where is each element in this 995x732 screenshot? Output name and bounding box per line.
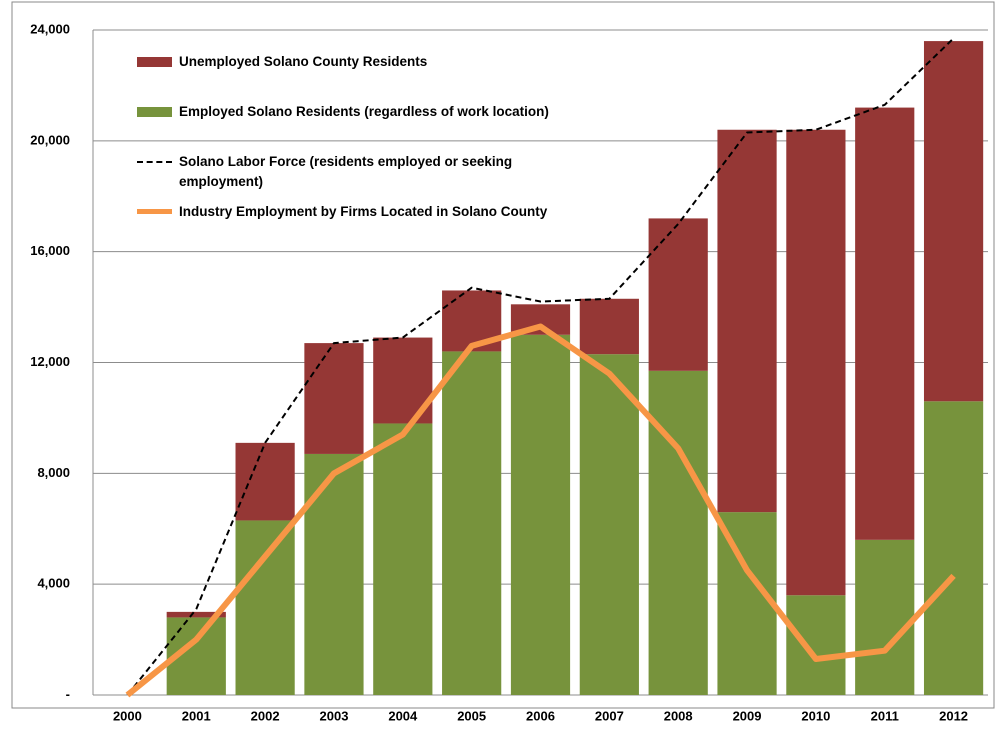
- y-tick-label: 12,000: [30, 354, 70, 369]
- line-series: [126, 37, 955, 696]
- bar-segment: [786, 129, 846, 596]
- bar-segment: [648, 218, 708, 371]
- bar-segment: [510, 334, 571, 695]
- bar-segment: [717, 512, 777, 695]
- x-tick-label: 2006: [526, 708, 555, 723]
- legend-item: Industry Employment by Firms Located in …: [137, 202, 567, 222]
- bar-segment: [373, 423, 433, 695]
- x-tick-label: 2001: [182, 708, 211, 723]
- legend-label: Employed Solano Residents (regardless of…: [179, 104, 549, 119]
- line-series: [125, 323, 956, 698]
- legend-swatch: [137, 209, 172, 214]
- x-tick-label: 2002: [251, 708, 280, 723]
- x-tick-label: 2009: [733, 708, 762, 723]
- bar-segment: [579, 354, 639, 695]
- legend-item: Solano Labor Force (residents employed o…: [137, 152, 519, 192]
- y-tick-label: 8,000: [37, 465, 70, 480]
- bar-segment: [235, 520, 295, 695]
- x-tick-label: 2007: [595, 708, 624, 723]
- bar-segment: [579, 298, 639, 355]
- bar-segment: [304, 453, 364, 695]
- bar-segment: [648, 370, 708, 695]
- y-tick-label: 24,000: [30, 21, 70, 36]
- x-tick-label: 2012: [939, 708, 968, 723]
- x-tick-label: 2003: [320, 708, 349, 723]
- legend-swatch: [137, 57, 172, 67]
- chart-border: [11, 1, 995, 709]
- bar-segment: [923, 401, 984, 695]
- legend-swatch: [137, 161, 172, 163]
- bar-segment: [855, 539, 915, 695]
- bar-segment: [786, 595, 846, 695]
- legend-item: Unemployed Solano County Residents: [137, 52, 567, 72]
- x-tick-label: 2005: [457, 708, 486, 723]
- x-tick-label: 2008: [664, 708, 693, 723]
- y-tick-label: 4,000: [37, 576, 70, 591]
- legend-label: Solano Labor Force (residents employed o…: [179, 154, 513, 189]
- bar-segment: [442, 351, 502, 695]
- x-tick-label: 2000: [113, 708, 142, 723]
- y-tick-label: 20,000: [30, 132, 70, 147]
- bar-segment: [717, 129, 777, 513]
- legend-item: Employed Solano Residents (regardless of…: [137, 102, 567, 122]
- y-tick-label: -: [66, 686, 70, 701]
- bar-segment: [855, 107, 915, 540]
- bar-segment: [235, 442, 295, 521]
- legend: Unemployed Solano County Residents Employ…: [137, 52, 567, 222]
- bar-segment: [923, 41, 984, 402]
- bar-segment: [166, 611, 226, 618]
- legend-label: Unemployed Solano County Residents: [179, 54, 428, 69]
- bar-segment: [304, 343, 364, 454]
- y-tick-label: 16,000: [30, 243, 70, 258]
- legend-swatch: [137, 107, 172, 117]
- x-tick-label: 2010: [801, 708, 830, 723]
- x-tick-label: 2004: [388, 708, 418, 723]
- x-tick-label: 2011: [871, 708, 899, 723]
- legend-label: Industry Employment by Firms Located in …: [179, 204, 548, 219]
